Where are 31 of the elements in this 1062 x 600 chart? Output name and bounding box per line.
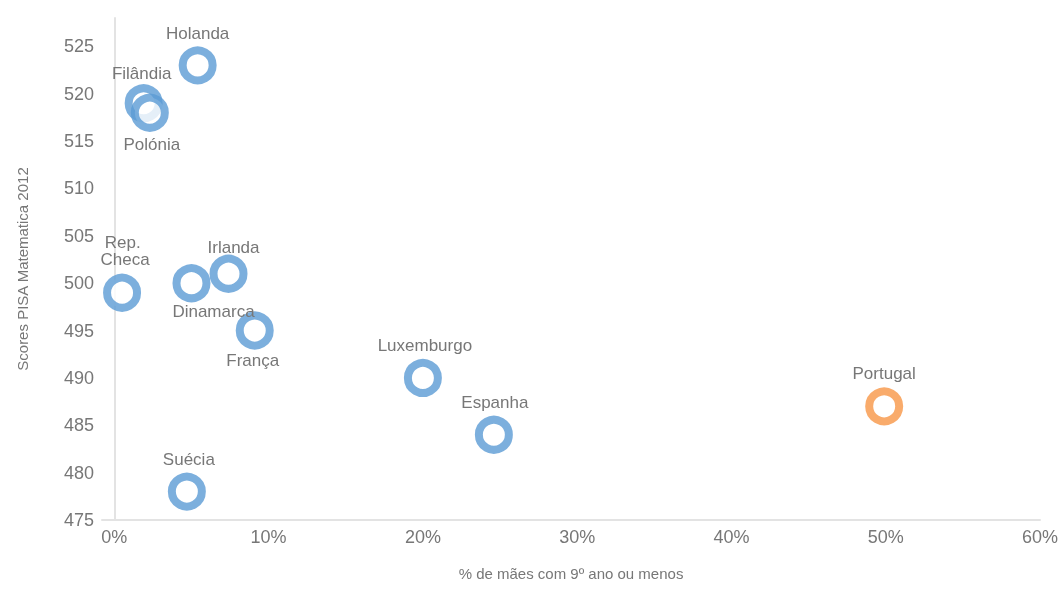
annotation: França: [226, 351, 280, 371]
annotation: Portugal: [852, 363, 916, 383]
annotation: Dinamarca: [172, 301, 256, 321]
y-tick-label: 495: [63, 320, 94, 341]
x-tick-label: 10%: [250, 527, 287, 547]
y-tick-label: 520: [63, 83, 94, 104]
x-tick-label: 40%: [713, 527, 750, 547]
x-tick-label: 50%: [867, 527, 904, 547]
y-tick-label: 525: [63, 36, 94, 57]
annotation: Filândia: [111, 63, 172, 83]
y-axis-title: Scores PISA Matematica 2012: [14, 167, 31, 371]
annotation: Irlanda: [207, 238, 261, 258]
annotation: Espanha: [461, 393, 529, 413]
y-tick-label: 475: [63, 510, 94, 530]
y-tick-label: 480: [63, 462, 94, 483]
x-tick-label: 20%: [404, 527, 441, 547]
annotation: Holanda: [165, 23, 230, 43]
x-tick-label: 60%: [1021, 527, 1059, 547]
annotation: Rep. Checa: [100, 232, 151, 269]
y-tick-label: 500: [63, 273, 94, 294]
y-tick-label: 490: [63, 367, 94, 388]
x-axis-title: % de mães com 9º ano ou menos: [458, 565, 684, 582]
y-tick-label: 505: [63, 225, 94, 246]
annotation: Suécia: [162, 450, 216, 470]
x-tick-label: 0%: [101, 527, 128, 547]
y-tick-label: 510: [63, 178, 94, 199]
annotation: Luxemburgo: [377, 336, 473, 356]
y-tick-label: 485: [63, 415, 94, 436]
annotation: Polónia: [123, 135, 181, 155]
y-tick-label: 515: [63, 131, 94, 152]
x-tick-label: 30%: [559, 527, 596, 547]
